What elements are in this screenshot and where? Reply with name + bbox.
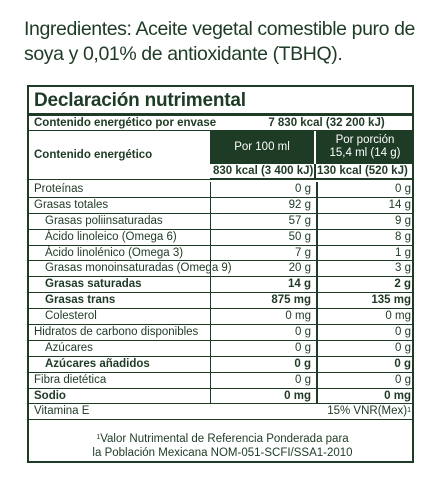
- nutrient-name: Azúcares añadidos: [45, 357, 150, 370]
- value-per-portion: 0 mg: [316, 388, 414, 404]
- vitamin-value-text: 15% VNR(Mex): [327, 405, 408, 418]
- value-per-100ml: 0 mg: [210, 309, 314, 325]
- footnote-mark: 1: [96, 434, 101, 441]
- value-per-portion: 3 g: [316, 261, 414, 277]
- value-per-100ml: 0 g: [210, 182, 314, 197]
- vitamin-value: 15% VNR(Mex)1: [210, 404, 414, 419]
- nutrient-name: Grasas poliinsaturadas: [45, 214, 163, 227]
- table-row: Colesterol 0 mg 0 mg: [29, 309, 414, 326]
- value-per-portion: 2 g: [316, 277, 414, 293]
- nutrient-name: Grasas totales: [34, 198, 109, 211]
- header-per-portion-line1: Por porción: [335, 134, 395, 146]
- value-per-portion: 0 g: [316, 372, 414, 388]
- column-divider: [314, 164, 316, 180]
- header-per-portion: Por porción 15,4 ml (14 g): [316, 131, 414, 164]
- energy-per-portion: 130 kcal (520 kJ): [317, 165, 408, 177]
- value-per-100ml: 0 g: [210, 340, 314, 356]
- nutrient-name: Colesterol: [45, 310, 97, 323]
- value-per-portion: 0 g: [316, 325, 414, 341]
- ingredients-text: Ingredientes: Aceite vegetal comestible …: [24, 18, 415, 65]
- nutrient-name: Fibra dietética: [34, 373, 107, 386]
- title-divider: [29, 113, 412, 116]
- value-per-100ml: 7 g: [210, 245, 314, 261]
- value-per-portion: 1 g: [316, 245, 414, 261]
- energy-content-label: Contenido energético: [34, 149, 153, 161]
- vitamin-row: Vitamina E 15% VNR(Mex)1: [29, 404, 414, 421]
- energy-per-package-label: Contenido energético por envase: [34, 117, 217, 129]
- value-per-100ml: 0 g: [210, 356, 314, 372]
- value-per-portion: 8 g: [316, 229, 414, 245]
- table-row: Sodio 0 mg 0 mg: [29, 388, 414, 405]
- value-per-portion: 135 mg: [316, 293, 414, 309]
- value-per-100ml: 92 g: [210, 197, 314, 213]
- table-row: Grasas totales 92 g 14 g: [29, 197, 414, 214]
- nutrient-name: Sodio: [34, 389, 66, 402]
- header-per-portion-line2: 15,4 ml (14 g): [329, 147, 401, 159]
- nutrient-name: Proteínas: [34, 183, 84, 195]
- value-per-100ml: 0 mg: [210, 388, 314, 404]
- nutrient-name: Hidratos de carbono disponibles: [34, 326, 199, 339]
- header-per-100ml: Por 100 ml: [210, 131, 314, 164]
- nutrient-name: Grasas monoinsaturadas (Omega 9): [45, 262, 232, 275]
- value-per-portion: 14 g: [316, 197, 414, 213]
- vitamin-name: Vitamina E: [34, 405, 90, 418]
- nutrient-name: Grasas trans: [45, 294, 116, 307]
- energy-per-package-value: 7 830 kcal (32 200 kJ): [268, 117, 385, 129]
- panel-title: Declaración nutrimental: [34, 90, 246, 111]
- value-per-portion: 9 g: [316, 213, 414, 229]
- vitamin-footnote-mark: 1: [407, 407, 411, 415]
- value-per-100ml: 57 g: [210, 213, 314, 229]
- value-per-portion: 0 mg: [316, 309, 414, 325]
- energy-per-100ml: 830 kcal (3 400 kJ): [213, 165, 314, 177]
- nutrient-name: Ácido linolénico (Omega 3): [45, 246, 184, 259]
- energy-per-package-row: Contenido energético por envase 7 830 kc…: [29, 116, 412, 131]
- value-per-100ml: 0 g: [210, 325, 314, 341]
- footnote-line1: Valor Nutrimental de Referencia Ponderad…: [100, 433, 349, 445]
- value-per-portion: 0 g: [316, 340, 414, 356]
- nutrient-name: Ácido linoleico (Omega 6): [45, 230, 177, 243]
- value-per-100ml: 0 g: [210, 372, 314, 388]
- nutrient-name: Grasas saturadas: [45, 278, 142, 291]
- value-per-100ml: 20 g: [210, 261, 314, 277]
- table-row: Grasas trans 875 mg 135 mg: [29, 293, 414, 310]
- value-per-portion: 0 g: [316, 182, 414, 197]
- energy-row-divider: [29, 179, 210, 180]
- value-per-100ml: 875 mg: [210, 293, 314, 309]
- footnote-line2: la Población Mexicana NOM-051-SCFI/SSA1-…: [92, 447, 353, 459]
- value-per-portion: 0 g: [316, 356, 414, 372]
- nutrient-name: Azúcares: [45, 341, 93, 354]
- nutrition-panel: Declaración nutrimental Contenido energé…: [27, 85, 414, 463]
- value-per-100ml: 14 g: [210, 277, 314, 293]
- value-per-100ml: 50 g: [210, 229, 314, 245]
- footnote: 1Valor Nutrimental de Referencia Pondera…: [31, 432, 414, 460]
- energy-values-row: 830 kcal (3 400 kJ) 130 kcal (520 kJ): [210, 164, 414, 180]
